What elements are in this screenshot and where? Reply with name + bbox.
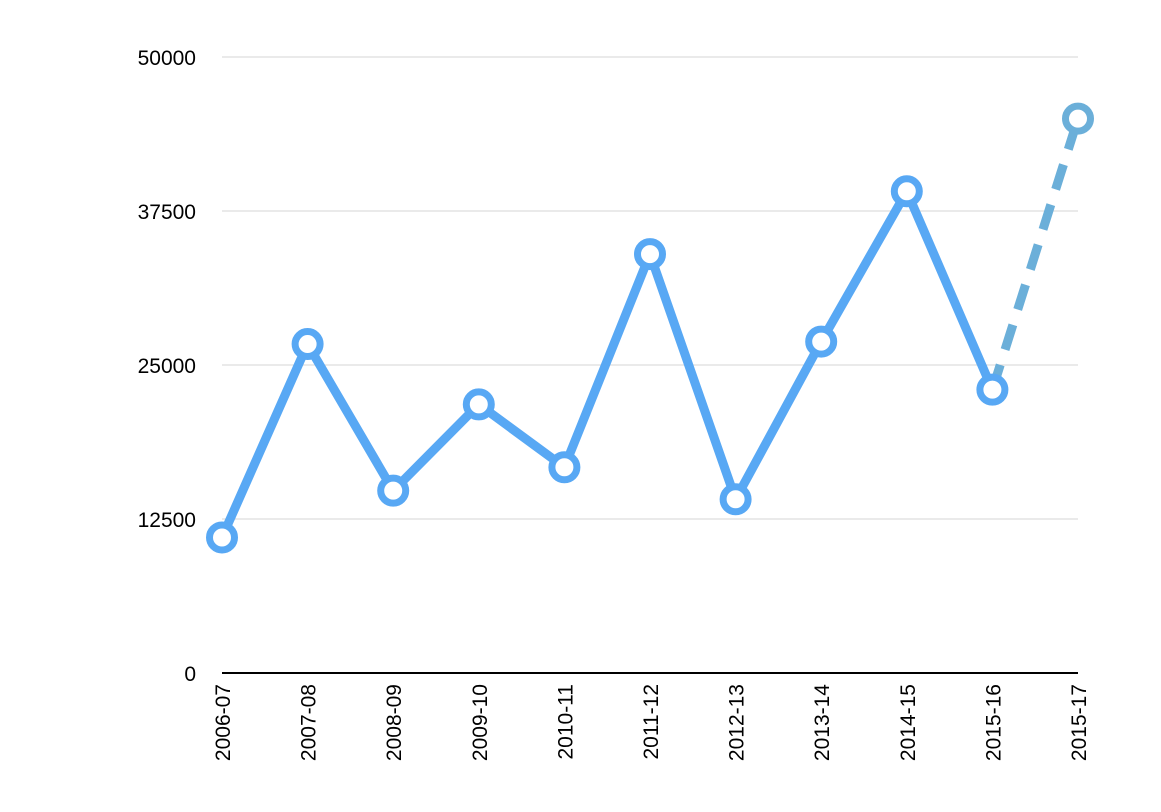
projection-line <box>988 117 1083 391</box>
y-tick-label: 50000 <box>138 47 196 70</box>
data-point <box>291 328 324 361</box>
x-axis-ticks: 2006-07 2007-08 2008-09 2009-10 2010-11 2011-… <box>212 684 1091 761</box>
x-tick-label: 2011-12 <box>640 684 663 760</box>
y-tick-label: 37500 <box>138 201 196 224</box>
series-lines <box>217 117 1083 542</box>
x-tick-label: 2006-07 <box>212 684 235 761</box>
x-tick-label: 2015-17 <box>1068 684 1091 761</box>
x-tick-label: 2009-10 <box>469 684 492 761</box>
y-tick-label: 12500 <box>138 509 196 532</box>
series-line <box>217 186 997 542</box>
x-tick-label: 2007-08 <box>298 684 321 761</box>
data-point <box>890 175 923 208</box>
x-tick-label: 2013-14 <box>811 684 834 761</box>
y-tick-label: 0 <box>184 663 196 686</box>
data-point <box>719 483 752 516</box>
data-point <box>634 238 666 271</box>
grid-lines <box>222 56 1078 520</box>
data-point <box>548 451 581 484</box>
data-point <box>805 325 838 358</box>
data-point <box>1062 102 1094 135</box>
x-tick-label: 2008-09 <box>383 684 406 761</box>
y-axis-ticks: 0 12500 25000 37500 50000 <box>138 47 196 686</box>
data-point <box>976 373 1009 406</box>
x-tick-label: 2014-15 <box>897 684 920 761</box>
data-point <box>462 388 495 421</box>
data-point <box>206 521 238 554</box>
x-tick-label: 2010-11 <box>554 684 577 760</box>
data-point <box>377 474 410 507</box>
data-points <box>206 102 1094 554</box>
x-tick-label: 2012-13 <box>726 684 749 761</box>
y-tick-label: 25000 <box>138 355 196 378</box>
x-tick-label: 2015-16 <box>982 684 1005 761</box>
